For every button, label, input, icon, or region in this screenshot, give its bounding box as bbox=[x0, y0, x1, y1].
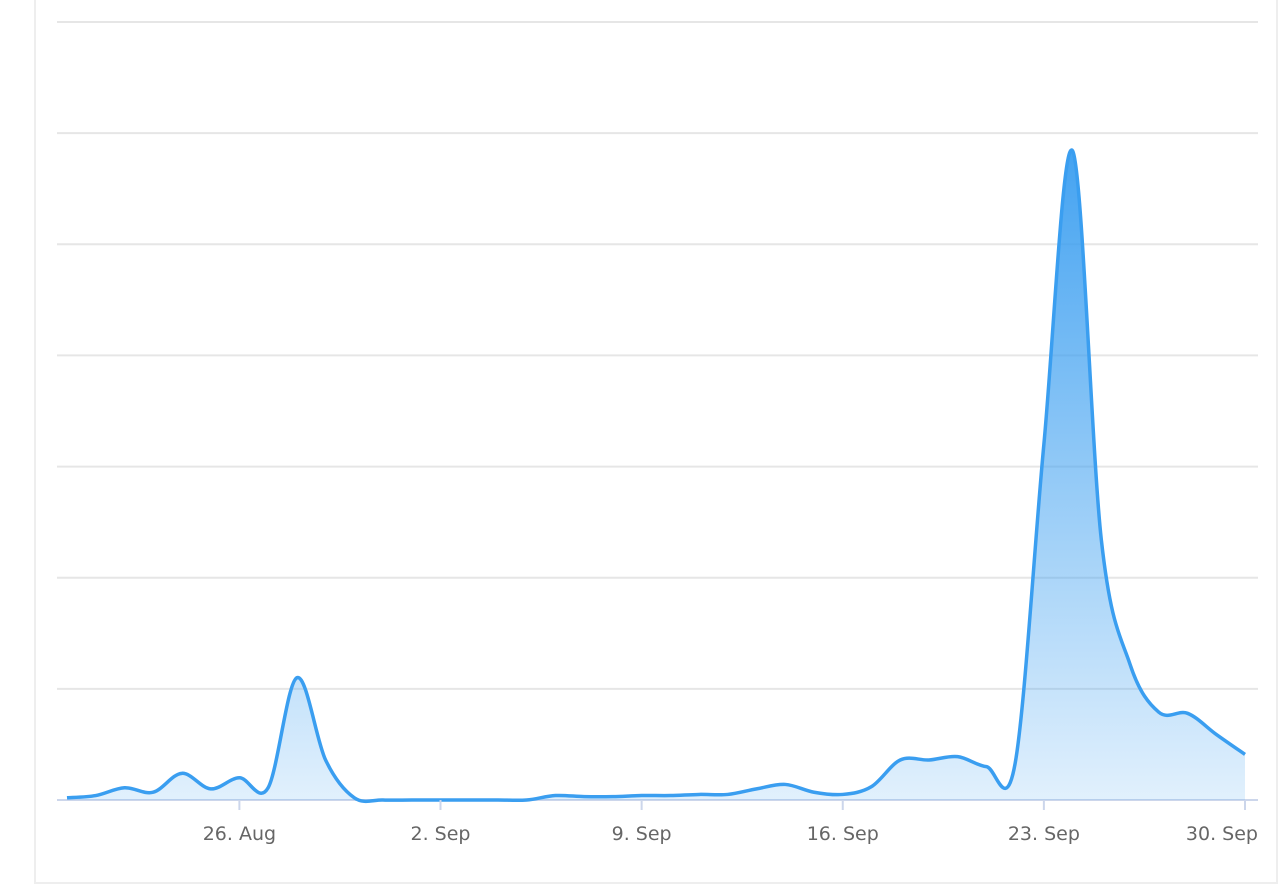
x-tick-label: 2. Sep bbox=[411, 823, 471, 845]
x-tick-label: 9. Sep bbox=[612, 823, 672, 845]
chart-card bbox=[34, 0, 1278, 884]
x-tick-label: 16. Sep bbox=[807, 823, 879, 845]
x-tick-label: 23. Sep bbox=[1008, 823, 1080, 845]
x-tick-label: 30. Sep bbox=[1186, 823, 1258, 845]
x-tick-label: 26. Aug bbox=[203, 823, 276, 845]
line bbox=[66, 148, 1246, 804]
area-fill bbox=[67, 150, 1245, 802]
